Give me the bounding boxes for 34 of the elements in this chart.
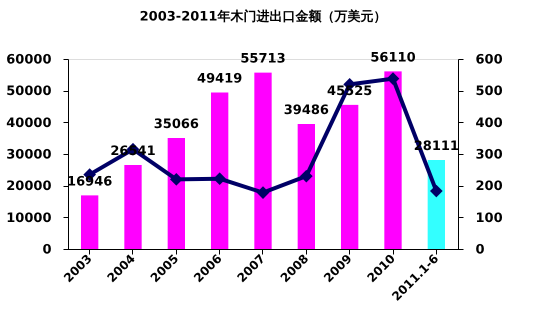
bar	[211, 92, 228, 249]
y2-tick-label: 500	[476, 84, 503, 100]
bar	[384, 71, 402, 249]
data-label: 55713	[240, 52, 286, 67]
bar	[341, 104, 358, 249]
y-tick-label: 20000	[6, 179, 52, 194]
y-tick-label: 30000	[6, 148, 52, 162]
y2-tick-label: 200	[476, 179, 503, 194]
y2-tick-label: 300	[476, 148, 503, 162]
point	[213, 172, 226, 186]
y2-tick-label: 600	[476, 52, 503, 68]
y2-tick-label: 100	[476, 210, 503, 226]
point	[256, 186, 270, 199]
bar	[124, 164, 142, 249]
data-label: 49419	[197, 72, 242, 87]
point	[386, 72, 400, 85]
y-tick-label: 0	[42, 242, 52, 258]
data-label: 56110	[370, 50, 416, 66]
y2-tick-label: 400	[476, 116, 503, 131]
y-tick-label: 60000	[6, 52, 52, 68]
bar	[298, 124, 315, 249]
data-label: 35066	[154, 116, 199, 132]
bar	[81, 195, 98, 249]
y-tick-label: 50000	[6, 84, 52, 100]
data-label: 39486	[284, 102, 329, 118]
bar	[254, 72, 272, 249]
chart-title: 2003-2011年木门进出口金额（万美元）	[140, 8, 386, 24]
y-tick-label: 10000	[6, 210, 52, 226]
point	[300, 170, 313, 182]
data-label: 16946	[67, 174, 112, 190]
y2-tick-label: 0	[476, 242, 485, 258]
point	[430, 184, 443, 198]
bar	[168, 138, 185, 249]
y-tick-label: 40000	[6, 116, 52, 131]
